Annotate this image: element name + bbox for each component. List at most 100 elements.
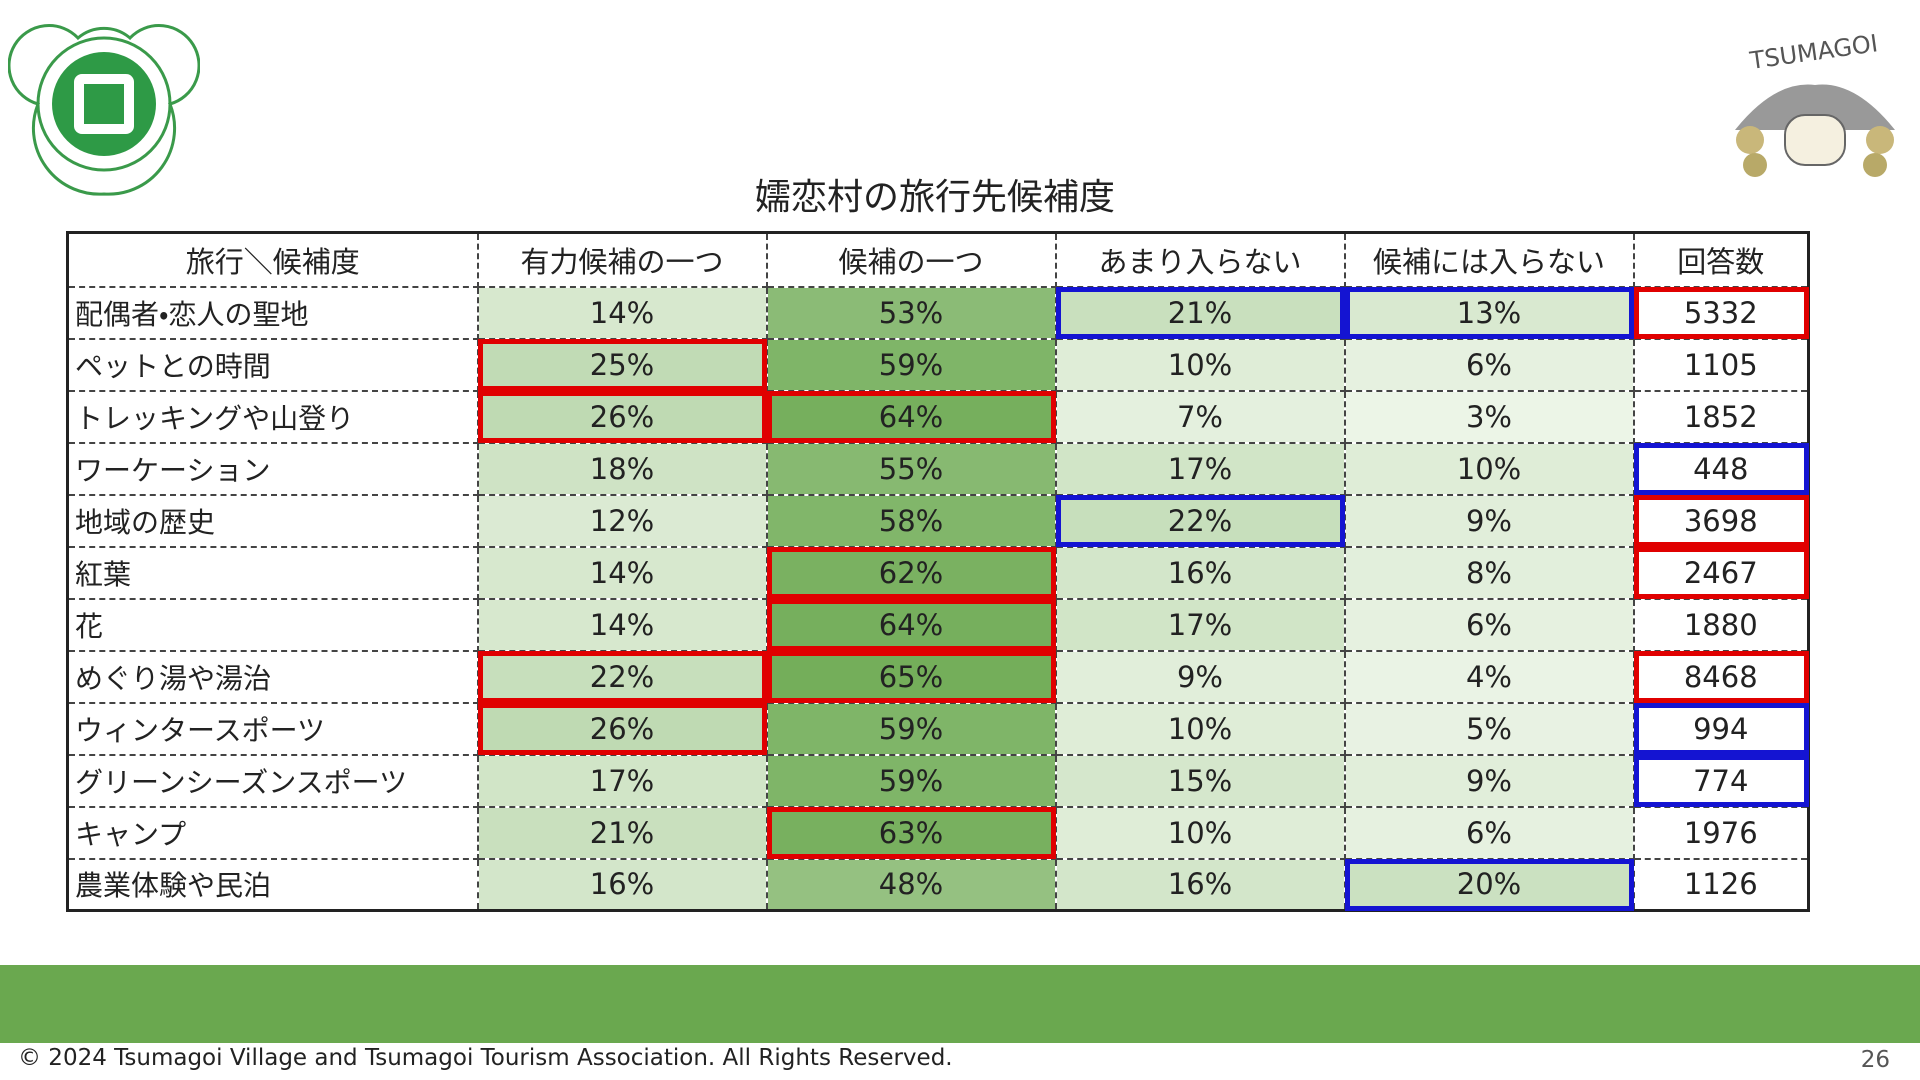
row-label: グリーンシーズンスポーツ <box>66 753 479 808</box>
value-cell: 17% <box>1054 597 1346 652</box>
row-label: めぐり湯や湯治 <box>66 649 479 704</box>
header-cell: 候補には入らない <box>1343 231 1635 288</box>
count-cell: 774 <box>1632 753 1810 808</box>
row-label: 配偶者・恋人の聖地 <box>66 285 479 340</box>
count-cell: 5332 <box>1632 285 1810 340</box>
value-cell: 25% <box>476 337 768 392</box>
row-label: ペットとの時間 <box>66 337 479 392</box>
value-cell: 6% <box>1343 805 1635 860</box>
value-cell: 16% <box>1054 545 1346 600</box>
header-row: 旅行＼候補度 有力候補の一つ 候補の一つ あまり入らない 候補には入らない 回答数 <box>66 231 1810 288</box>
count-cell: 448 <box>1632 441 1810 496</box>
value-cell: 6% <box>1343 337 1635 392</box>
value-cell: 7% <box>1054 389 1346 444</box>
row-label: 花 <box>66 597 479 652</box>
value-cell: 15% <box>1054 753 1346 808</box>
value-cell: 10% <box>1054 805 1346 860</box>
value-cell: 10% <box>1054 701 1346 756</box>
table-row: 配偶者・恋人の聖地 14% 53% 21% 13% 5332 <box>66 285 1810 340</box>
count-cell: 3698 <box>1632 493 1810 548</box>
table-row: 紅葉 14% 62% 16% 8% 2467 <box>66 545 1810 600</box>
row-label: 農業体験や民泊 <box>66 857 479 912</box>
row-label: 紅葉 <box>66 545 479 600</box>
value-cell: 6% <box>1343 597 1635 652</box>
table-row: キャンプ 21% 63% 10% 6% 1976 <box>66 805 1810 860</box>
slide-title: 嬬恋村の旅行先候補度 <box>754 177 1115 218</box>
row-label: キャンプ <box>66 805 479 860</box>
value-cell: 22% <box>476 649 768 704</box>
village-emblem <box>8 24 200 196</box>
header-cell: 旅行＼候補度 <box>66 231 479 288</box>
logo-text: TSUMAGOI <box>1747 29 1879 75</box>
row-label: 地域の歴史 <box>66 493 479 548</box>
value-cell: 64% <box>765 389 1057 444</box>
header-cell: 回答数 <box>1632 231 1810 288</box>
value-cell: 20% <box>1343 857 1635 912</box>
count-cell: 8468 <box>1632 649 1810 704</box>
value-cell: 14% <box>476 285 768 340</box>
value-cell: 9% <box>1343 493 1635 548</box>
value-cell: 10% <box>1054 337 1346 392</box>
value-cell: 59% <box>765 753 1057 808</box>
count-cell: 1852 <box>1632 389 1810 444</box>
table-row: めぐり湯や湯治 22% 65% 9% 4% 8468 <box>66 649 1810 704</box>
table-row: ウィンタースポーツ 26% 59% 10% 5% 994 <box>66 701 1810 756</box>
table-row: 地域の歴史 12% 58% 22% 9% 3698 <box>66 493 1810 548</box>
value-cell: 17% <box>1054 441 1346 496</box>
count-cell: 1126 <box>1632 857 1810 912</box>
tsumagoi-logo: TSUMAGOI <box>1735 29 1895 177</box>
row-label: ウィンタースポーツ <box>66 701 479 756</box>
value-cell: 26% <box>476 389 768 444</box>
value-cell: 62% <box>765 545 1057 600</box>
value-cell: 4% <box>1343 649 1635 704</box>
value-cell: 48% <box>765 857 1057 912</box>
value-cell: 63% <box>765 805 1057 860</box>
value-cell: 55% <box>765 441 1057 496</box>
value-cell: 21% <box>476 805 768 860</box>
count-cell: 1976 <box>1632 805 1810 860</box>
table-row: 農業体験や民泊 16% 48% 16% 20% 1126 <box>66 857 1810 912</box>
value-cell: 26% <box>476 701 768 756</box>
value-cell: 64% <box>765 597 1057 652</box>
value-cell: 21% <box>1054 285 1346 340</box>
value-cell: 18% <box>476 441 768 496</box>
copyright: © 2024 Tsumagoi Village and Tsumagoi Tou… <box>18 1045 953 1071</box>
header-cell: あまり入らない <box>1054 231 1346 288</box>
table-row: グリーンシーズンスポーツ 17% 59% 15% 9% 774 <box>66 753 1810 808</box>
count-cell: 1105 <box>1632 337 1810 392</box>
footer-band <box>0 965 1920 1043</box>
value-cell: 22% <box>1054 493 1346 548</box>
table-row: 花 14% 64% 17% 6% 1880 <box>66 597 1810 652</box>
value-cell: 9% <box>1054 649 1346 704</box>
count-cell: 994 <box>1632 701 1810 756</box>
value-cell: 10% <box>1343 441 1635 496</box>
value-cell: 16% <box>476 857 768 912</box>
value-cell: 59% <box>765 701 1057 756</box>
row-label: トレッキングや山登り <box>66 389 479 444</box>
table-row: ペットとの時間 25% 59% 10% 6% 1105 <box>66 337 1810 392</box>
value-cell: 12% <box>476 493 768 548</box>
header-cell: 候補の一つ <box>765 231 1057 288</box>
value-cell: 5% <box>1343 701 1635 756</box>
header-cell: 有力候補の一つ <box>476 231 768 288</box>
value-cell: 58% <box>765 493 1057 548</box>
count-cell: 1880 <box>1632 597 1810 652</box>
value-cell: 8% <box>1343 545 1635 600</box>
value-cell: 14% <box>476 597 768 652</box>
page-number: 26 <box>1860 1047 1890 1073</box>
table: 旅行＼候補度 有力候補の一つ 候補の一つ あまり入らない 候補には入らない 回答数 配偶者… <box>66 231 1810 912</box>
value-cell: 14% <box>476 545 768 600</box>
value-cell: 16% <box>1054 857 1346 912</box>
table-row: ワーケーション 18% 55% 17% 10% 448 <box>66 441 1810 496</box>
value-cell: 17% <box>476 753 768 808</box>
count-cell: 2467 <box>1632 545 1810 600</box>
value-cell: 9% <box>1343 753 1635 808</box>
value-cell: 3% <box>1343 389 1635 444</box>
value-cell: 13% <box>1343 285 1635 340</box>
table-row: トレッキングや山登り 26% 64% 7% 3% 1852 <box>66 389 1810 444</box>
value-cell: 53% <box>765 285 1057 340</box>
value-cell: 59% <box>765 337 1057 392</box>
row-label: ワーケーション <box>66 441 479 496</box>
